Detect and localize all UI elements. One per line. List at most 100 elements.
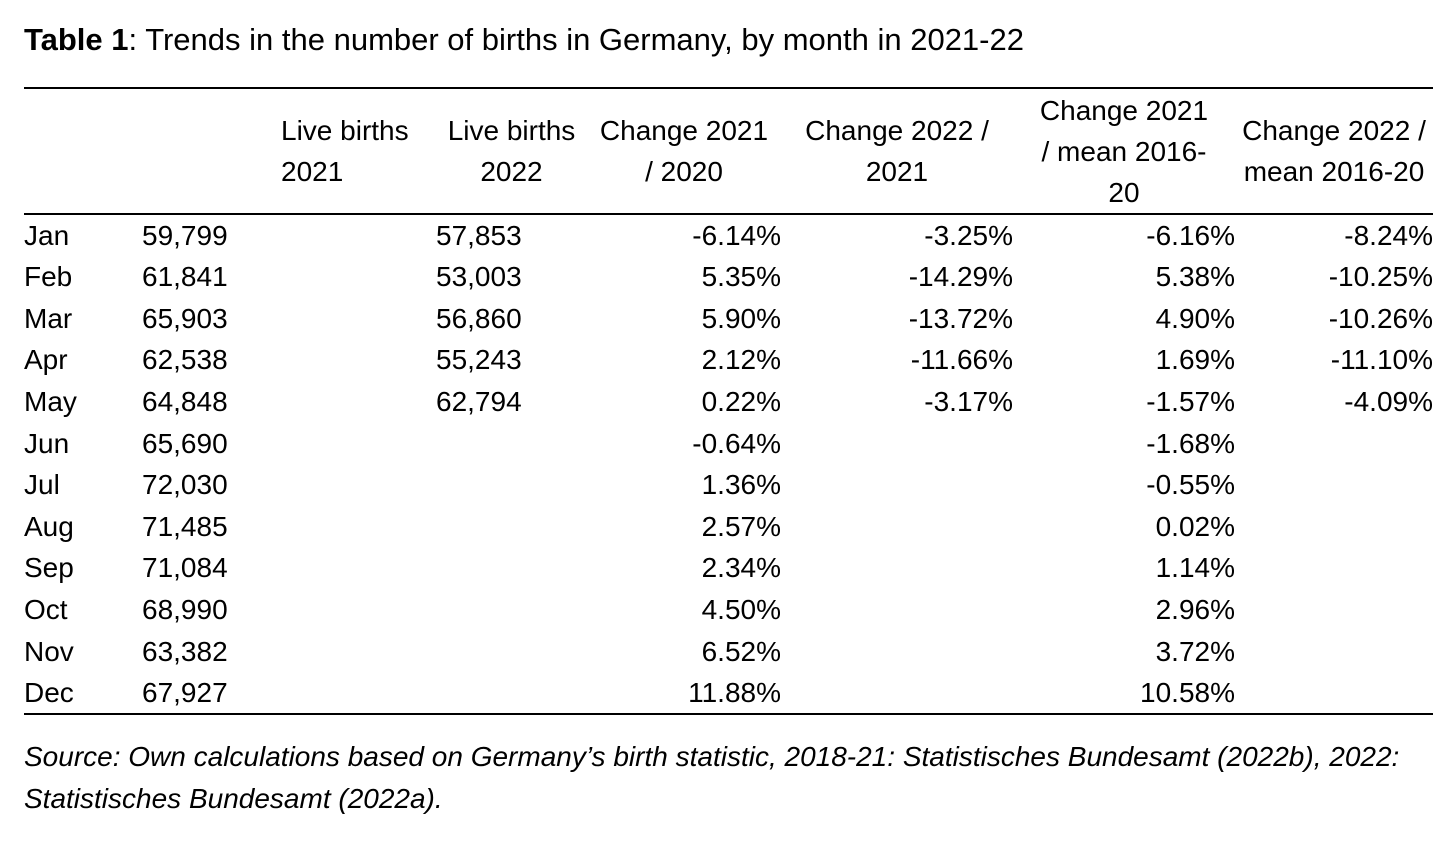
header-line: Live births <box>447 115 576 146</box>
cell-change-2022-mean: -10.26% <box>1328 302 1433 334</box>
cell-change-2021-mean: -6.16% <box>1146 220 1235 251</box>
cell-change-2021-mean: 1.69% <box>1155 344 1235 376</box>
cell-change-2021-2020: 4.50% <box>701 594 781 626</box>
cell-change-2021-mean: 4.90% <box>1155 302 1235 334</box>
cell-change-2021-2020: 2.57% <box>701 510 781 542</box>
cell-births-2022 <box>436 422 587 464</box>
cell-change-2022-2021 <box>781 672 1013 714</box>
cell-births-2022 <box>436 506 587 548</box>
cell-births-2021: 65,903 <box>142 302 228 334</box>
header-line: Change 2022 / <box>1242 115 1426 146</box>
cell-births-2021: 68,990 <box>142 594 228 626</box>
header-change-2021-2020: Change 2021 / 2020 <box>587 88 781 214</box>
cell-change-2022-mean: -10.25% <box>1328 261 1433 293</box>
cell-births-2021: 61,841 <box>142 261 228 293</box>
cell-births-2022 <box>436 464 587 506</box>
cell-month: Mar <box>24 302 73 334</box>
cell-change-2021-2020: 0.22% <box>701 386 781 418</box>
cell-change-2022-mean: -4.09% <box>1344 386 1433 418</box>
cell-change-2022-mean: -11.10% <box>1330 344 1433 376</box>
cell-month: Oct <box>24 594 68 626</box>
cell-change-2022-mean <box>1235 464 1433 506</box>
cell-births-2021: 71,084 <box>142 552 228 584</box>
cell-month: Feb <box>24 261 73 293</box>
table-row: Aug 71,485 2.57% 0.02% <box>24 506 1433 548</box>
cell-month: Jun <box>24 427 70 459</box>
cell-change-2021-2020: 5.90% <box>701 302 781 334</box>
cell-births-2021: 71,485 <box>142 510 228 542</box>
header-births-2022: Live births 2022 <box>436 88 587 214</box>
cell-change-2022-2021: -14.29% <box>908 261 1013 293</box>
header-change-2021-mean: Change 2021 / mean 2016- 20 <box>1013 88 1235 214</box>
header-line: 20 <box>1108 176 1140 208</box>
cell-births-2022: 62,794 <box>436 386 522 418</box>
header-change-2022-mean: Change 2022 / mean 2016-20 <box>1235 88 1433 214</box>
cell-month: Jan <box>24 220 70 251</box>
cell-births-2022: 53,003 <box>436 261 522 293</box>
cell-change-2021-mean: 5.38% <box>1155 261 1235 293</box>
header-births-2021: Live births 2021 <box>142 88 436 214</box>
cell-births-2022: 57,853 <box>436 220 522 251</box>
cell-change-2021-2020: 2.12% <box>701 344 781 376</box>
table-row: Oct 68,990 4.50% 2.96% <box>24 589 1433 631</box>
cell-change-2022-mean <box>1235 589 1433 631</box>
cell-change-2021-2020: 2.34% <box>701 552 781 584</box>
cell-change-2021-2020: 5.35% <box>701 261 781 293</box>
cell-change-2022-mean: -8.24% <box>1344 220 1433 251</box>
table-row: Jan 59,799 57,853 -6.14% -3.25% -6.16% -8.24% <box>24 214 1433 256</box>
cell-births-2021: 67,927 <box>142 676 228 708</box>
cell-births-2021: 64,848 <box>142 386 228 418</box>
births-table: Live births 2021 Live births 2022 Change 2… <box>24 87 1433 715</box>
cell-month: Sep <box>24 552 74 584</box>
table-row: Nov 63,382 6.52% 3.72% <box>24 630 1433 672</box>
cell-change-2021-2020: -6.14% <box>692 220 781 251</box>
cell-month: Aug <box>24 510 74 542</box>
table-label: Table 1 <box>24 22 129 57</box>
cell-change-2022-mean <box>1235 506 1433 548</box>
cell-change-2021-mean: -0.55% <box>1146 469 1235 501</box>
cell-change-2022-2021 <box>781 422 1013 464</box>
table-row: Feb 61,841 53,003 5.35% -14.29% 5.38% -10.25% <box>24 256 1433 298</box>
cell-change-2022-2021 <box>781 547 1013 589</box>
cell-change-2021-mean: 1.14% <box>1155 552 1235 584</box>
cell-change-2021-2020: -0.64% <box>692 427 781 459</box>
cell-births-2021: 62,538 <box>142 344 228 376</box>
cell-change-2021-2020: 11.88% <box>688 676 781 708</box>
cell-change-2022-2021: -11.66% <box>910 344 1013 376</box>
cell-births-2022 <box>436 672 587 714</box>
cell-births-2022: 55,243 <box>436 344 522 376</box>
cell-change-2021-2020: 6.52% <box>701 635 781 667</box>
cell-change-2022-2021 <box>781 589 1013 631</box>
cell-births-2022 <box>436 589 587 631</box>
header-line: mean 2016-20 <box>1243 156 1425 187</box>
cell-births-2022 <box>436 547 587 589</box>
cell-births-2021: 63,382 <box>142 635 228 667</box>
header-line: 2021 <box>281 156 344 187</box>
cell-change-2021-mean: 10.58% <box>1140 676 1235 708</box>
header-line: / 2020 <box>645 156 723 187</box>
header-month <box>24 88 142 214</box>
table-row: Apr 62,538 55,243 2.12% -11.66% 1.69% -11.10% <box>24 339 1433 381</box>
header-line: Change 2021 <box>1039 94 1209 126</box>
cell-change-2021-mean: -1.57% <box>1146 386 1235 418</box>
source-note: Source: Own calculations based on German… <box>24 741 1400 814</box>
cell-change-2021-mean: 3.72% <box>1155 635 1235 667</box>
header-line: Change 2022 / <box>805 115 989 146</box>
cell-change-2021-mean: -1.68% <box>1146 427 1235 459</box>
cell-change-2022-mean <box>1235 672 1433 714</box>
table-title: Table 1: Trends in the number of births … <box>24 20 1024 60</box>
table-caption: : Trends in the number of births in Germ… <box>128 22 1024 57</box>
cell-births-2021: 65,690 <box>142 427 228 459</box>
table-row: Mar 65,903 56,860 5.90% -13.72% 4.90% -10.26% <box>24 298 1433 340</box>
cell-births-2021: 72,030 <box>142 469 228 501</box>
cell-month: Nov <box>24 635 74 667</box>
header-change-2022-2021: Change 2022 / 2021 <box>781 88 1013 214</box>
cell-change-2022-mean <box>1235 422 1433 464</box>
table-row: Dec 67,927 11.88% 10.58% <box>24 672 1433 714</box>
header-row: Live births 2021 Live births 2022 Change 2… <box>24 88 1433 214</box>
cell-change-2022-2021: -3.25% <box>924 220 1013 251</box>
table-row: Sep 71,084 2.34% 1.14% <box>24 547 1433 589</box>
cell-births-2022: 56,860 <box>436 302 522 334</box>
cell-change-2022-2021 <box>781 506 1013 548</box>
